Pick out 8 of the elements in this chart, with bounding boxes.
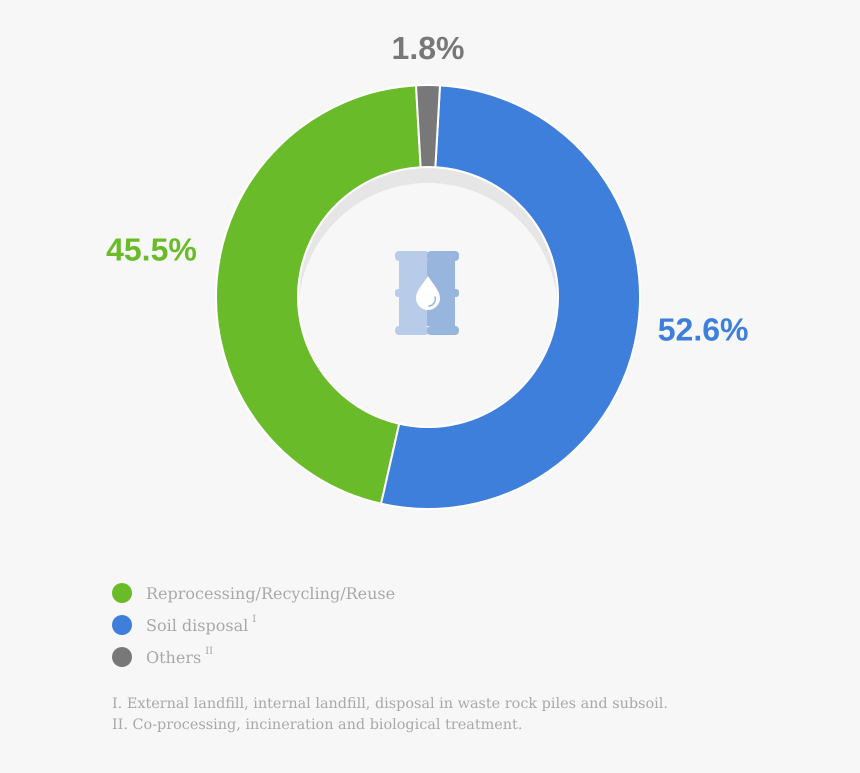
legend-label: Reprocessing/Recycling/Reuse [146,584,396,602]
data-label: 45.5% [106,232,197,268]
legend-label: Soil disposal$^{I}$ [146,614,256,634]
text: II. Co-processing, incineration and biological treatment. [112,717,522,733]
legend-label: Others$^{II}$ [146,646,214,666]
data-label: 52.6% [658,311,748,348]
data-label: 1.8% [392,30,464,66]
text: I. External landfill, internal landfill, disposal in waste rock piles and subsoil. [112,696,668,712]
